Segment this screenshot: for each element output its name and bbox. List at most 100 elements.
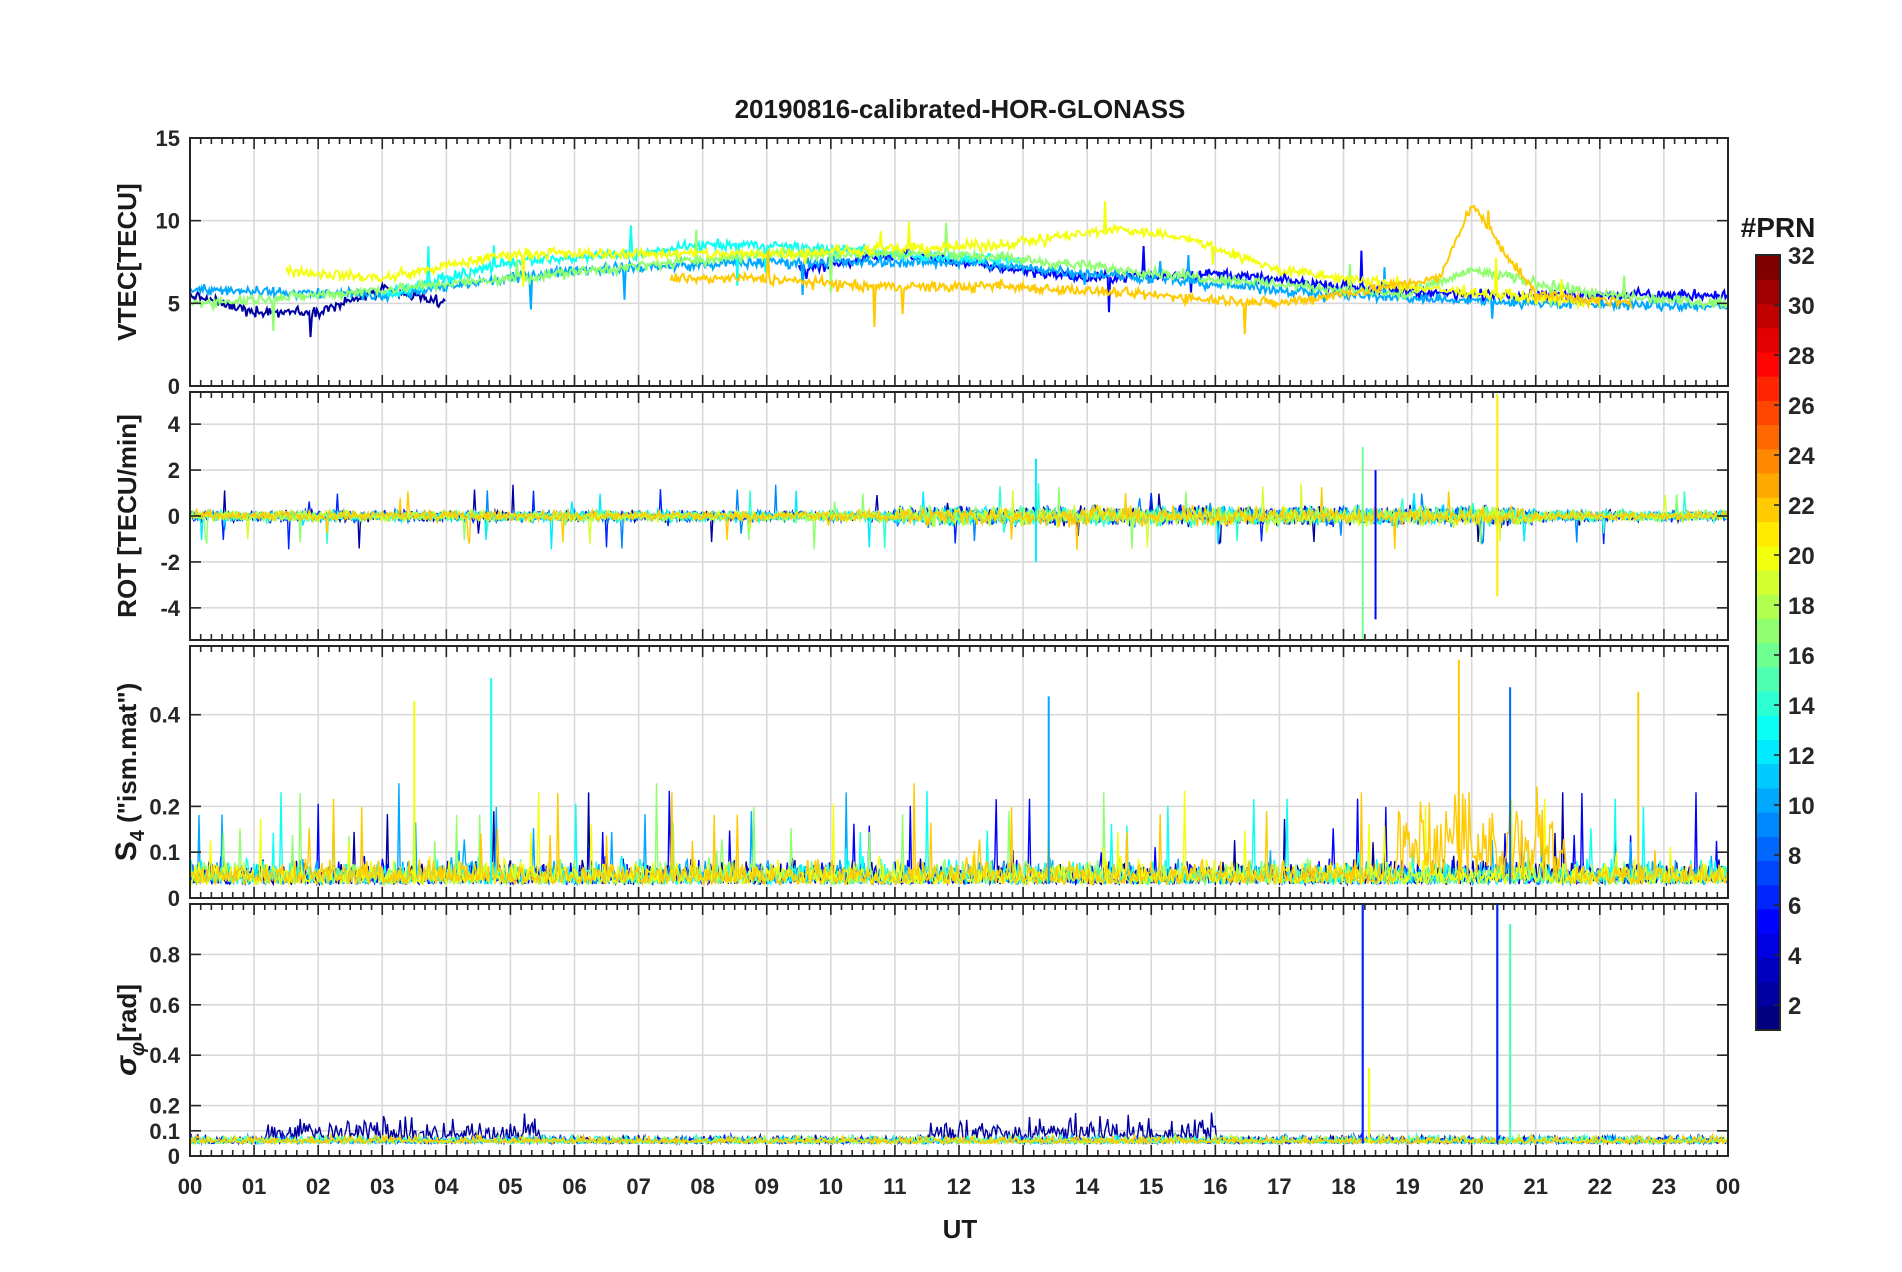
y-tick-label: 2: [168, 458, 180, 483]
colorbar-segment: [1756, 279, 1780, 305]
colorbar-tick-label: 32: [1788, 243, 1815, 270]
y-tick-label: -2: [160, 550, 180, 575]
colorbar-tick-label: 24: [1788, 443, 1815, 470]
colorbar-segment: [1756, 1005, 1780, 1031]
x-tick-label: 09: [755, 1174, 779, 1199]
traces-vtec: [190, 201, 1728, 338]
vtec-series-prn-10: [190, 254, 1728, 319]
colorbar-segment: [1756, 860, 1780, 886]
colorbar-segment: [1756, 836, 1780, 862]
x-tick-label: 19: [1395, 1174, 1419, 1199]
x-tick-label: 03: [370, 1174, 394, 1199]
colorbar-segment: [1756, 351, 1780, 377]
colorbar-tick-label: 22: [1788, 493, 1815, 520]
sigma-series-prn-2: [190, 1112, 1728, 1147]
chart-title: 20190816-calibrated-HOR-GLONASS: [735, 94, 1186, 124]
colorbar-tick-label: 18: [1788, 593, 1815, 620]
traces-rot: [190, 394, 1728, 640]
x-tick-label: 10: [819, 1174, 843, 1199]
y-tick-label: 0.6: [149, 993, 180, 1018]
colorbar-segment: [1756, 715, 1780, 740]
x-tick-label: 06: [562, 1174, 586, 1199]
x-tick-label: 05: [498, 1174, 522, 1199]
x-tick-label: 11: [883, 1174, 906, 1199]
colorbar-segment: [1756, 497, 1780, 523]
y-tick-label: 0: [168, 886, 180, 911]
colorbar-tick-label: 14: [1788, 693, 1815, 720]
colorbar-segment: [1756, 812, 1780, 837]
vtec-series-prn-17: [190, 222, 1728, 332]
x-tick-label: 14: [1075, 1174, 1100, 1199]
colorbar-tick-label: 4: [1788, 943, 1802, 970]
colorbar-segment: [1756, 933, 1780, 958]
colorbar-segment: [1756, 376, 1780, 401]
x-tick-label: 13: [1011, 1174, 1035, 1199]
colorbar-segment: [1756, 448, 1780, 474]
colorbar-tick-label: 6: [1788, 893, 1801, 920]
y-tick-label: 0: [168, 374, 180, 399]
x-tick-label: 22: [1588, 1174, 1612, 1199]
panel-s4: 0 0.1 0.2 0.4S4 ("ism.mat"): [110, 645, 1729, 911]
colorbar-segment: [1756, 666, 1780, 692]
colorbar-tick-label: 8: [1788, 843, 1801, 870]
y-tick-label: 5: [168, 291, 180, 316]
y-tick-label: 0.1: [149, 1119, 180, 1144]
y-tick-label: 0: [168, 1144, 180, 1169]
y-tick-label: 10: [156, 209, 180, 234]
y-tick-label: 0.1: [149, 840, 180, 865]
colorbar-segment: [1756, 327, 1780, 353]
panel-sigma_phi: 00.10.2 0.4 0.6 0.8σφ[rad]: [110, 903, 1729, 1169]
panel-vtec: 0 5 10 15 VTEC[TECU]: [112, 126, 1729, 399]
colorbar-tick-label: 2: [1788, 993, 1801, 1020]
rot-series-prn-22: [190, 487, 1728, 551]
x-tick-label: 18: [1331, 1174, 1355, 1199]
y-tick-label: 4: [168, 412, 181, 437]
colorbar-segment: [1756, 400, 1780, 426]
vtec-series-prn-22: [669, 204, 1633, 335]
vtec-series-prn-13: [381, 225, 1024, 299]
x-tick-label: 01: [242, 1174, 266, 1199]
panel-rot: -4 -2 0 2 4 ROT [TECU/min]: [112, 391, 1729, 641]
colorbar-tick-label: 20: [1788, 543, 1815, 570]
y-tick-label: -4: [160, 596, 180, 621]
x-tick-label: 17: [1267, 1174, 1291, 1199]
y-axis-label-vtec: VTEC[TECU]: [112, 183, 142, 340]
y-tick-label: 0.2: [149, 794, 180, 819]
y-tick-label: 0.2: [149, 1094, 180, 1119]
x-tick-label: 00: [1716, 1174, 1740, 1199]
colorbar-segment: [1756, 981, 1780, 1007]
y-axis-label-rot: ROT [TECU/min]: [112, 414, 142, 618]
colorbar-tick-label: 30: [1788, 293, 1815, 320]
colorbar-segment: [1756, 521, 1780, 547]
colorbar-segment: [1756, 690, 1780, 716]
vtec-series-prn-20: [285, 201, 1601, 310]
colorbar-segment: [1756, 569, 1780, 595]
colorbar-segment: [1756, 545, 1780, 571]
y-axis-label-s4: S4 ("ism.mat"): [110, 683, 149, 862]
colorbar-segment: [1756, 908, 1780, 934]
traces-s4: [190, 659, 1728, 887]
colorbar-tick-label: 16: [1788, 643, 1815, 670]
x-tick-label: 08: [690, 1174, 714, 1199]
x-tick-label: 16: [1203, 1174, 1227, 1199]
colorbar-label: #PRN: [1741, 212, 1816, 243]
colorbar-segment: [1756, 787, 1780, 813]
colorbar-tick-label: 12: [1788, 743, 1815, 770]
x-tick-label: 00: [178, 1174, 202, 1199]
x-axis-label: UT: [943, 1214, 978, 1244]
colorbar-segment: [1756, 618, 1780, 644]
x-tick-label: 04: [434, 1174, 459, 1199]
colorbar-tick-label: 28: [1788, 343, 1815, 370]
s4-series-prn-13: [190, 790, 1728, 887]
sigma-series-prn-22: [190, 1132, 1728, 1147]
x-tick-label: 21: [1524, 1174, 1548, 1199]
colorbar-segment: [1756, 255, 1780, 280]
y-tick-label: 0.8: [149, 942, 180, 967]
colorbar-segment: [1756, 303, 1780, 329]
x-tick-label: 12: [947, 1174, 971, 1199]
x-tick-label: 23: [1652, 1174, 1676, 1199]
y-tick-label: 0: [168, 504, 180, 529]
y-tick-label: 0.4: [149, 703, 180, 728]
